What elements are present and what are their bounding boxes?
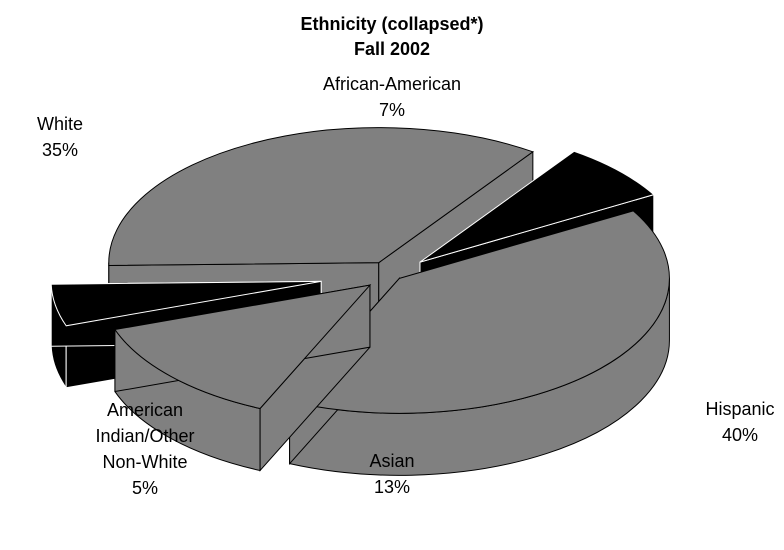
slice-label-4: African-American 7% <box>323 74 461 120</box>
slice-top-3 <box>108 127 534 266</box>
slice-percent: 7% <box>379 100 405 120</box>
slice-percent: 5% <box>132 478 158 498</box>
pie-slices <box>50 127 670 476</box>
chart-title: Ethnicity (collapsed*) <box>300 14 483 34</box>
slice-percent: 40% <box>722 425 758 445</box>
slice-name: White <box>37 114 83 134</box>
slice-label-1: Asian 13% <box>369 451 414 497</box>
slice-percent: 35% <box>42 140 78 160</box>
slice-name: Indian/Other <box>95 426 194 446</box>
slice-name: American <box>107 400 183 420</box>
slice-top-0 <box>288 210 670 414</box>
slice-top-4 <box>419 150 655 263</box>
slice-label-3: White 35% <box>37 114 83 160</box>
slice-name: Non-White <box>102 452 187 472</box>
slice-percent: 13% <box>374 477 410 497</box>
slice-label-2: American Indian/Other Non-White 5% <box>95 400 194 498</box>
slice-top-2 <box>50 280 322 327</box>
pie-slice-1 <box>114 283 372 472</box>
slice-labels: Hispanic 40% Asian 13% American Indian/Other N… <box>37 74 775 498</box>
chart-subtitle: Fall 2002 <box>354 39 430 59</box>
slice-label-0: Hispanic 40% <box>705 399 774 445</box>
slice-name: Asian <box>369 451 414 471</box>
slice-top-1 <box>114 284 372 410</box>
slice-name: Hispanic <box>705 399 774 419</box>
slice-name: African-American <box>323 74 461 94</box>
